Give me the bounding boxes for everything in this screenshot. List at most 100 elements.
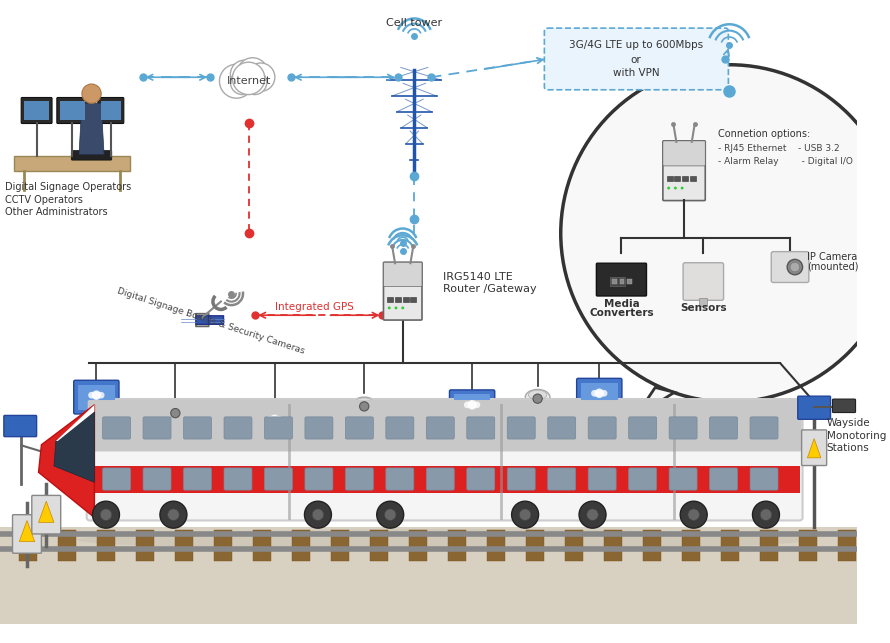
Bar bbox=[136, 530, 154, 561]
Bar bbox=[610, 276, 626, 286]
FancyBboxPatch shape bbox=[628, 417, 657, 439]
Text: Connetion options:: Connetion options: bbox=[718, 129, 810, 139]
Text: Converters: Converters bbox=[589, 309, 654, 318]
Text: Digital Signage Boards & Security Cameras: Digital Signage Boards & Security Camera… bbox=[116, 287, 305, 356]
FancyBboxPatch shape bbox=[102, 417, 131, 439]
Circle shape bbox=[360, 402, 368, 411]
FancyBboxPatch shape bbox=[466, 417, 495, 439]
Circle shape bbox=[167, 509, 179, 520]
FancyBboxPatch shape bbox=[224, 468, 252, 490]
Circle shape bbox=[752, 501, 780, 528]
Circle shape bbox=[595, 388, 604, 398]
Circle shape bbox=[92, 390, 101, 400]
Text: Cell tower: Cell tower bbox=[386, 18, 442, 28]
Circle shape bbox=[467, 400, 477, 410]
Circle shape bbox=[680, 501, 708, 528]
Bar bbox=[409, 530, 426, 561]
Bar bbox=[627, 278, 632, 284]
Bar bbox=[58, 530, 76, 561]
Circle shape bbox=[561, 65, 890, 402]
Circle shape bbox=[760, 509, 772, 520]
Circle shape bbox=[591, 390, 598, 397]
Circle shape bbox=[160, 501, 187, 528]
Circle shape bbox=[242, 70, 267, 95]
FancyBboxPatch shape bbox=[466, 468, 495, 490]
FancyBboxPatch shape bbox=[588, 468, 616, 490]
FancyBboxPatch shape bbox=[772, 251, 809, 282]
Bar bbox=[0, 527, 857, 624]
Ellipse shape bbox=[525, 390, 550, 405]
FancyBboxPatch shape bbox=[386, 417, 414, 439]
Circle shape bbox=[688, 509, 700, 520]
Text: Stations: Stations bbox=[827, 443, 870, 453]
FancyBboxPatch shape bbox=[78, 385, 115, 410]
Circle shape bbox=[384, 509, 396, 520]
FancyBboxPatch shape bbox=[208, 316, 223, 324]
Circle shape bbox=[98, 392, 104, 399]
Ellipse shape bbox=[355, 398, 374, 407]
FancyBboxPatch shape bbox=[507, 468, 535, 490]
FancyBboxPatch shape bbox=[196, 316, 211, 324]
Circle shape bbox=[88, 392, 95, 399]
FancyBboxPatch shape bbox=[143, 468, 171, 490]
FancyBboxPatch shape bbox=[832, 399, 855, 413]
FancyBboxPatch shape bbox=[74, 380, 119, 414]
Circle shape bbox=[388, 307, 391, 309]
Circle shape bbox=[276, 416, 283, 422]
Ellipse shape bbox=[163, 404, 188, 419]
FancyBboxPatch shape bbox=[252, 404, 297, 438]
FancyBboxPatch shape bbox=[577, 378, 622, 412]
Bar bbox=[370, 530, 387, 561]
Circle shape bbox=[247, 63, 275, 91]
Text: Router /Gateway: Router /Gateway bbox=[443, 284, 537, 294]
Ellipse shape bbox=[352, 397, 376, 413]
Polygon shape bbox=[38, 405, 94, 518]
Text: Wayside: Wayside bbox=[827, 418, 870, 428]
FancyBboxPatch shape bbox=[57, 98, 88, 123]
Bar bbox=[690, 176, 696, 181]
FancyBboxPatch shape bbox=[426, 468, 454, 490]
Polygon shape bbox=[54, 412, 94, 482]
Circle shape bbox=[674, 186, 676, 190]
Bar bbox=[526, 530, 544, 561]
Text: IP Camera: IP Camera bbox=[807, 252, 858, 262]
FancyBboxPatch shape bbox=[345, 417, 373, 439]
Circle shape bbox=[171, 408, 180, 418]
FancyBboxPatch shape bbox=[224, 417, 252, 439]
Bar bbox=[565, 530, 583, 561]
FancyBboxPatch shape bbox=[4, 415, 36, 437]
Bar bbox=[487, 530, 505, 561]
Bar bbox=[214, 530, 231, 561]
Text: Internet: Internet bbox=[226, 76, 271, 86]
FancyBboxPatch shape bbox=[102, 468, 131, 490]
FancyBboxPatch shape bbox=[588, 417, 616, 439]
Bar bbox=[643, 530, 660, 561]
Bar bbox=[97, 530, 115, 561]
Text: CCTV Operators: CCTV Operators bbox=[4, 195, 83, 204]
FancyBboxPatch shape bbox=[143, 417, 171, 439]
Polygon shape bbox=[14, 156, 130, 171]
Circle shape bbox=[238, 58, 268, 89]
FancyBboxPatch shape bbox=[426, 417, 454, 439]
FancyBboxPatch shape bbox=[88, 400, 802, 451]
Bar bbox=[675, 176, 680, 181]
FancyBboxPatch shape bbox=[709, 468, 738, 490]
Text: - Alarm Relay        - Digital I/O: - Alarm Relay - Digital I/O bbox=[718, 157, 853, 166]
Circle shape bbox=[512, 501, 538, 528]
Circle shape bbox=[312, 509, 324, 520]
Bar bbox=[682, 176, 688, 181]
Polygon shape bbox=[635, 388, 675, 417]
Bar bbox=[254, 530, 271, 561]
Circle shape bbox=[601, 390, 608, 397]
Bar bbox=[683, 530, 700, 561]
Text: - RJ45 Ethernet    - USB 3.2: - RJ45 Ethernet - USB 3.2 bbox=[718, 145, 839, 154]
FancyBboxPatch shape bbox=[596, 263, 646, 296]
FancyBboxPatch shape bbox=[86, 399, 803, 520]
FancyBboxPatch shape bbox=[60, 102, 85, 120]
Ellipse shape bbox=[166, 404, 184, 414]
Circle shape bbox=[595, 390, 603, 397]
Bar bbox=[611, 278, 617, 284]
FancyBboxPatch shape bbox=[507, 417, 535, 439]
Circle shape bbox=[220, 64, 254, 98]
FancyBboxPatch shape bbox=[709, 417, 738, 439]
